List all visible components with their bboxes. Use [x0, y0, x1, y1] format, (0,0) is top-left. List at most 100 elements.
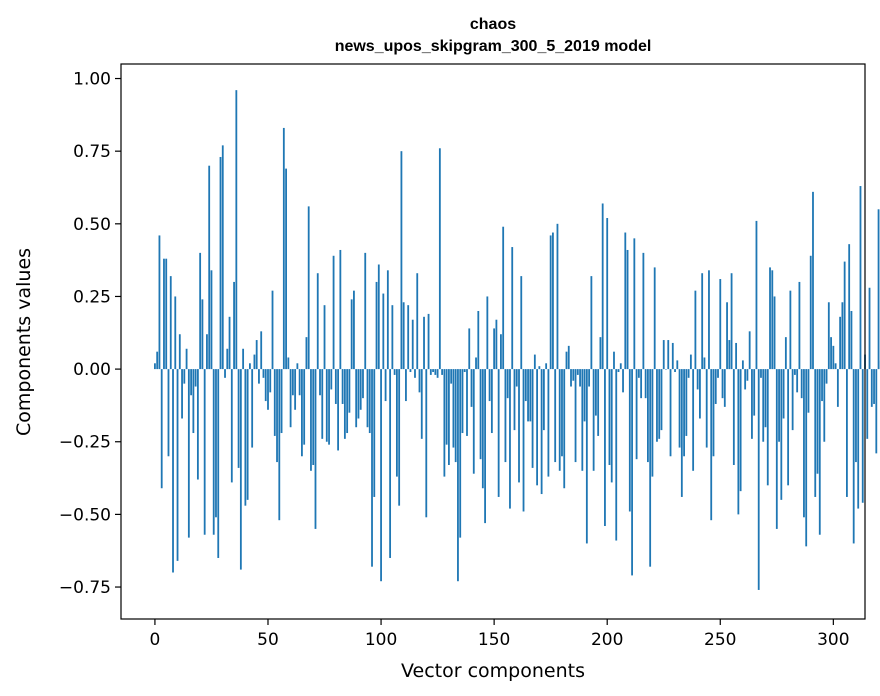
bar-123 [432, 369, 434, 373]
bar-279 [784, 337, 787, 370]
bar-156 [506, 369, 509, 399]
bar-240 [696, 369, 699, 390]
chart-subtitle: news_upos_skipgram_300_5_2019 model [335, 38, 652, 55]
bar-85 [346, 369, 349, 434]
bar-319 [875, 369, 878, 454]
bar-49 [264, 369, 267, 402]
bar-309 [852, 369, 855, 544]
bar-236 [687, 369, 690, 378]
bar-0 [154, 363, 156, 370]
bar-304 [841, 302, 844, 370]
y-tick-label: 0.00 [73, 360, 111, 380]
bar-291 [812, 191, 814, 370]
bar-245 [708, 270, 710, 370]
bar-161 [518, 369, 520, 483]
bar-217 [644, 369, 647, 399]
bar-280 [787, 369, 790, 486]
bar-198 [601, 203, 604, 370]
bar-248 [714, 369, 717, 404]
bar-260 [741, 360, 744, 370]
x-axis: 0 50 100 150 200 250 300 [150, 619, 850, 650]
bar-176 [552, 232, 554, 370]
bar-57 [282, 127, 285, 370]
bar-184 [570, 369, 572, 387]
bar-60 [289, 369, 292, 428]
bar-318 [873, 369, 875, 404]
bar-109 [400, 151, 403, 370]
bar-145 [481, 369, 484, 489]
bar-199 [604, 369, 606, 527]
bar-252 [723, 369, 726, 407]
bar-253 [726, 302, 728, 370]
bar-305 [843, 261, 846, 370]
bar-177 [554, 369, 557, 463]
bar-118 [420, 369, 423, 439]
bar-27 [215, 369, 217, 518]
bar-11 [178, 334, 181, 370]
bar-243 [703, 357, 706, 370]
bar-273 [771, 270, 774, 370]
bar-202 [610, 369, 613, 483]
bar-100 [380, 369, 382, 582]
bar-61 [291, 369, 294, 396]
bar-229 [671, 342, 674, 370]
bar-119 [423, 316, 425, 370]
bar-286 [800, 369, 803, 399]
bar-68 [307, 206, 310, 370]
bar-191 [585, 369, 588, 544]
bar-299 [830, 337, 832, 370]
bar-42 [249, 363, 251, 370]
y-tick-label: −0.25 [59, 433, 111, 453]
bar-308 [850, 310, 853, 370]
bar-154 [502, 226, 505, 370]
bar-36 [235, 90, 238, 370]
bar-225 [662, 340, 665, 370]
bar-79 [332, 255, 335, 370]
bar-244 [705, 369, 708, 448]
bar-167 [531, 369, 534, 468]
bar-268 [760, 369, 762, 378]
bar-238 [692, 369, 695, 471]
bar-181 [563, 369, 566, 489]
bar-73 [319, 369, 321, 396]
bar-233 [680, 369, 683, 497]
bar-37 [237, 369, 240, 468]
y-axis: −0.75 −0.50 −0.25 0.00 0.25 0.50 0.75 1.00 [59, 70, 121, 598]
bar-151 [495, 319, 498, 370]
bar-75 [323, 305, 326, 370]
bar-4 [163, 258, 165, 370]
bar-264 [751, 369, 753, 439]
bar-222 [656, 369, 658, 442]
bar-117 [418, 369, 421, 393]
bar-274 [773, 296, 776, 370]
bar-120 [425, 369, 428, 518]
bar-66 [303, 369, 306, 445]
bar-271 [766, 369, 769, 486]
bar-141 [472, 369, 475, 474]
bar-200 [606, 218, 609, 370]
bar-311 [857, 369, 860, 509]
bar-209 [626, 249, 629, 370]
bar-95 [368, 369, 371, 434]
bar-312 [859, 186, 862, 370]
bar-259 [739, 369, 742, 492]
bar-267 [757, 369, 760, 590]
bar-7 [169, 276, 172, 370]
bar-182 [565, 351, 568, 370]
y-tick-label: −0.75 [59, 578, 111, 598]
bar-194 [592, 369, 595, 471]
bar-255 [730, 273, 733, 370]
bar-179 [558, 369, 561, 471]
bar-315 [866, 369, 869, 439]
bar-93 [364, 252, 367, 370]
y-tick-label: 0.50 [73, 215, 111, 235]
plot-frame [120, 63, 866, 620]
bar-20 [199, 252, 202, 370]
bar-48 [262, 369, 265, 378]
bar-266 [755, 220, 758, 370]
bar-33 [228, 316, 231, 370]
bar-28 [217, 369, 220, 558]
bar-106 [393, 369, 396, 375]
bar-310 [855, 369, 857, 463]
bar-302 [836, 369, 839, 407]
